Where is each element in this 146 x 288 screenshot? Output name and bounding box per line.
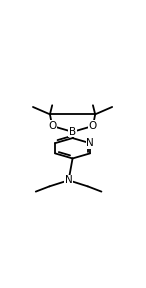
Text: O: O (89, 121, 97, 131)
Text: B: B (69, 127, 76, 137)
Text: N: N (65, 175, 72, 185)
Text: O: O (48, 121, 56, 131)
Text: N: N (86, 138, 94, 148)
